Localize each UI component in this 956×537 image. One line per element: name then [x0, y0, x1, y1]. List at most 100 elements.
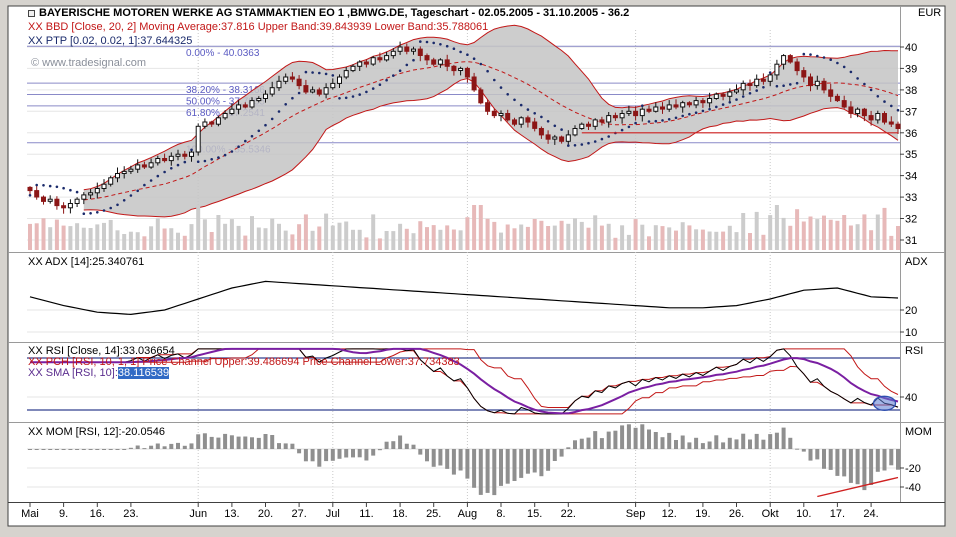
candle — [41, 196, 46, 202]
candle — [263, 93, 268, 99]
mom-bar — [236, 436, 241, 449]
volume-bar — [875, 214, 880, 250]
mom-bar — [714, 435, 719, 449]
mom-bar — [674, 440, 678, 449]
volume-bar — [620, 225, 625, 250]
candle — [612, 115, 618, 119]
volume-bar — [599, 225, 604, 250]
candle — [148, 162, 154, 168]
mom-bar — [822, 449, 826, 469]
axis-title-eur: EUR — [918, 7, 942, 19]
ptp-dots[interactable] — [28, 40, 900, 215]
mom-bar — [445, 449, 450, 469]
candle — [417, 48, 423, 56]
pch-indicator-label[interactable]: XX PCH [RSI, 10, 1, 1] Price Channel Upp… — [28, 356, 460, 368]
volume-bar — [721, 231, 726, 250]
mom-bar — [748, 439, 752, 449]
candlesticks[interactable] — [27, 41, 901, 214]
candle — [316, 89, 322, 95]
candle — [525, 117, 531, 123]
mom-bar — [808, 449, 813, 461]
candle — [397, 46, 403, 52]
candle — [808, 76, 813, 87]
mom-bar — [653, 432, 658, 449]
mom-panel[interactable] — [27, 424, 900, 496]
volume-bar — [822, 215, 826, 250]
candle — [458, 67, 464, 72]
candle — [88, 192, 94, 196]
adx-panel[interactable] — [29, 280, 899, 316]
candle — [437, 59, 443, 65]
sma-indicator-label[interactable]: XX SMA [RSI, 10]:38.116539 — [28, 367, 170, 379]
mom-bar — [364, 449, 369, 461]
price-tick-label: 36 — [905, 128, 917, 140]
candle — [720, 93, 726, 97]
mom-bar — [357, 449, 362, 458]
mom-bar — [801, 449, 806, 452]
volume-bar — [216, 215, 221, 250]
candle — [337, 76, 342, 84]
volume-bar — [404, 228, 409, 250]
annotations[interactable] — [581, 132, 899, 498]
volume-bar — [889, 235, 894, 250]
mom-bar — [142, 448, 147, 450]
candle — [767, 74, 773, 82]
candle — [727, 91, 733, 97]
legend-bbd[interactable]: XX BBD [Close, 20, 2] Moving Average:37.… — [28, 21, 489, 33]
bollinger-band[interactable] — [83, 24, 899, 218]
volume-bar — [707, 231, 712, 250]
mom-bar — [54, 449, 59, 450]
candle — [34, 190, 40, 198]
mom-trendline[interactable] — [817, 476, 899, 498]
rsi-tick-label: 40 — [905, 392, 917, 404]
volume-bar — [546, 226, 551, 250]
rsi-panel[interactable] — [27, 347, 900, 415]
mom-indicator-label[interactable]: XX MOM [RSI, 12]:-20.0546 — [28, 426, 165, 438]
candle — [592, 119, 598, 127]
adx-indicator-label[interactable]: XX ADX [14]:25.340761 — [28, 256, 145, 268]
volume-bar — [182, 235, 187, 250]
candle — [67, 203, 73, 209]
volume-bar — [135, 232, 140, 250]
sma-label-value: 38.116539 — [117, 367, 170, 379]
volume-bar — [660, 226, 665, 250]
candle — [552, 136, 558, 140]
volume-bar — [41, 218, 46, 250]
mom-bar — [377, 449, 382, 451]
rsi-selection-ellipse[interactable] — [872, 395, 897, 411]
candle — [236, 104, 242, 110]
volume-bar — [626, 234, 631, 250]
volume-bar — [761, 234, 766, 250]
mom-bar — [667, 432, 672, 449]
mom-bar — [122, 449, 127, 450]
mom-bar — [795, 448, 800, 450]
mom-bar — [458, 449, 463, 471]
mom-bar — [815, 449, 820, 460]
candle — [834, 95, 840, 102]
date-label: 15. — [527, 508, 542, 520]
rsi-indicator-label[interactable]: XX RSI [Close, 14]:33.036654 — [28, 345, 175, 357]
candle — [646, 108, 652, 112]
candle — [269, 87, 275, 95]
mom-bar — [626, 424, 631, 449]
candle — [115, 173, 120, 179]
mom-bar — [196, 434, 201, 449]
candle — [343, 70, 349, 78]
mom-bar — [633, 427, 638, 449]
volume-bar — [283, 230, 288, 250]
mom-bar — [620, 425, 625, 449]
candle — [841, 100, 847, 108]
candle — [848, 106, 854, 114]
date-label: 12. — [662, 508, 677, 520]
mom-bar — [371, 449, 376, 456]
fib-label: 0.00% - 40.0363 — [186, 48, 260, 59]
axis-title-adx: ADX — [905, 256, 928, 268]
candle — [794, 61, 800, 72]
mom-bar — [95, 449, 100, 450]
legend-ptp[interactable]: XX PTP [0.02, 0.02, 1]:37.644325 — [28, 35, 193, 47]
candle — [740, 82, 746, 91]
candle — [707, 98, 713, 104]
candle — [215, 117, 221, 125]
volume-bar — [324, 213, 329, 250]
